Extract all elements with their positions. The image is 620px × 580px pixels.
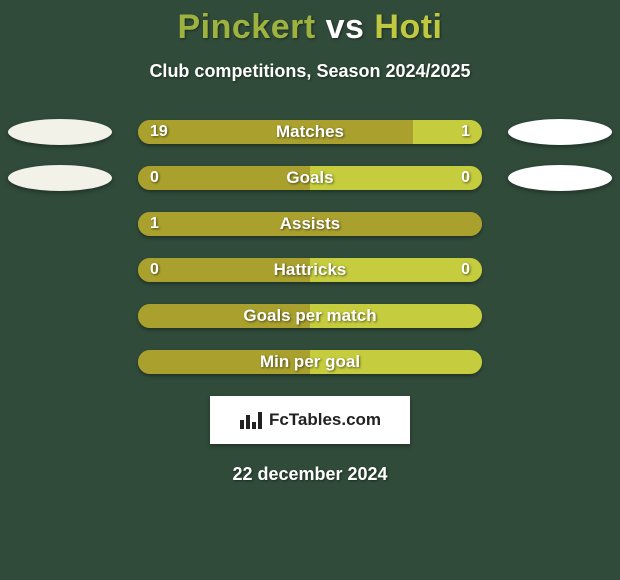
player1-name: Pinckert (177, 8, 315, 46)
stat-value-right: 0 (461, 166, 470, 190)
stat-bar: 191Matches (138, 120, 482, 144)
brand-icon (239, 410, 263, 430)
stat-value-left: 0 (150, 258, 159, 282)
stat-value-left: 19 (150, 120, 168, 144)
player2-name: Hoti (374, 8, 442, 46)
player2-badge (508, 165, 612, 191)
stats-rows: 191Matches00Goals1Assists00HattricksGoal… (0, 120, 620, 374)
stat-value-left: 1 (150, 212, 159, 236)
stat-bar-right (310, 304, 482, 328)
brand-badge: FcTables.com (210, 396, 410, 444)
stat-bar-right (310, 258, 482, 282)
stat-bar-left (138, 258, 310, 282)
stat-bar: Goals per match (138, 304, 482, 328)
card-date: 22 december 2024 (0, 464, 620, 485)
stat-value-right: 0 (461, 258, 470, 282)
stat-row: 00Hattricks (0, 258, 620, 282)
vs-text: vs (326, 8, 365, 46)
brand-text: FcTables.com (269, 410, 381, 430)
stat-bar: 00Hattricks (138, 258, 482, 282)
card-title: Pinckert vs Hoti (0, 8, 620, 47)
stat-bar-right (310, 350, 482, 374)
stat-row: Min per goal (0, 350, 620, 374)
stat-row: 191Matches (0, 120, 620, 144)
player1-badge (8, 165, 112, 191)
stat-bar-left (138, 120, 413, 144)
stat-bar: Min per goal (138, 350, 482, 374)
stat-value-right: 1 (461, 120, 470, 144)
card-subtitle: Club competitions, Season 2024/2025 (0, 61, 620, 82)
stat-row: 00Goals (0, 166, 620, 190)
stat-value-left: 0 (150, 166, 159, 190)
stat-bar: 00Goals (138, 166, 482, 190)
comparison-card: Pinckert vs Hoti Club competitions, Seas… (0, 0, 620, 580)
stat-bar: 1Assists (138, 212, 482, 236)
stat-bar-right (310, 166, 482, 190)
stat-bar-left (138, 304, 310, 328)
stat-row: Goals per match (0, 304, 620, 328)
stat-bar-left (138, 166, 310, 190)
player1-badge (8, 119, 112, 145)
stat-row: 1Assists (0, 212, 620, 236)
stat-bar-left (138, 350, 310, 374)
stat-bar-left (138, 212, 482, 236)
player2-badge (508, 119, 612, 145)
stat-bar-right (413, 120, 482, 144)
